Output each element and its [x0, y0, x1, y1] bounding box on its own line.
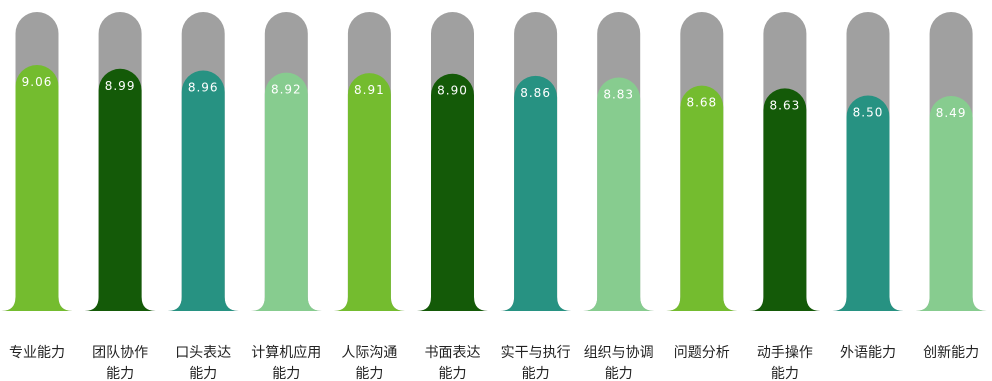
bar-group-8: 8.83 组织与协调能力 [583, 12, 655, 381]
value-label: 8.63 [770, 98, 801, 112]
value-label: 8.91 [354, 83, 385, 97]
bar-group-4: 8.92 计算机应用能力 [250, 12, 322, 381]
bar-1 [1, 65, 73, 311]
value-label: 8.50 [853, 105, 884, 119]
bar-11 [832, 95, 904, 311]
bar-7 [500, 75, 572, 311]
bar-2 [84, 68, 156, 312]
bar-6 [417, 73, 488, 311]
bar-12 [915, 95, 987, 311]
category-label: 创新能力 [923, 345, 979, 361]
value-label: 8.68 [686, 96, 717, 110]
bar-group-2: 8.99 团队协作能力 [84, 11, 156, 381]
bar-8 [583, 77, 655, 311]
value-label: 8.96 [188, 80, 219, 94]
category-label: 书面表达能力 [425, 345, 481, 381]
bar-group-6: 8.90 书面表达能力 [417, 12, 488, 381]
category-label: 口头表达能力 [175, 345, 231, 381]
bar-10 [749, 88, 821, 311]
category-label: 动手操作能力 [757, 345, 813, 381]
bar-group-3: 8.96 口头表达能力 [167, 12, 239, 381]
value-label: 8.90 [437, 84, 468, 98]
value-label: 8.83 [603, 88, 634, 102]
bar-3 [167, 70, 239, 311]
bar-group-10: 8.63 动手操作能力 [749, 12, 821, 381]
bar-group-9: 8.68 问题分析 [666, 12, 738, 361]
category-label: 专业能力 [9, 345, 65, 361]
bar-group-12: 8.49 创新能力 [915, 12, 987, 361]
category-label: 计算机应用能力 [251, 344, 321, 381]
category-label: 组织与协调能力 [584, 345, 654, 381]
value-label: 8.86 [520, 86, 551, 100]
value-label: 8.92 [271, 83, 302, 97]
bar-group-1: 9.06 专业能力 [1, 12, 73, 361]
value-label: 8.99 [105, 79, 136, 93]
category-label: 团队协作能力 [92, 345, 148, 381]
category-label: 外语能力 [840, 345, 896, 361]
bar-4 [250, 72, 322, 311]
bar-group-5: 8.91 人际沟通能力 [333, 12, 405, 381]
value-label: 9.06 [22, 75, 53, 89]
bar-5 [333, 73, 405, 311]
category-label: 人际沟通能力 [341, 345, 397, 381]
category-label: 实干与执行能力 [501, 345, 571, 381]
value-label: 8.49 [936, 106, 967, 120]
bar-9 [666, 85, 738, 312]
bar-group-11: 8.50 外语能力 [832, 12, 904, 361]
category-label: 问题分析 [674, 345, 730, 361]
bar-group-7: 8.86 实干与执行能力 [500, 12, 572, 381]
